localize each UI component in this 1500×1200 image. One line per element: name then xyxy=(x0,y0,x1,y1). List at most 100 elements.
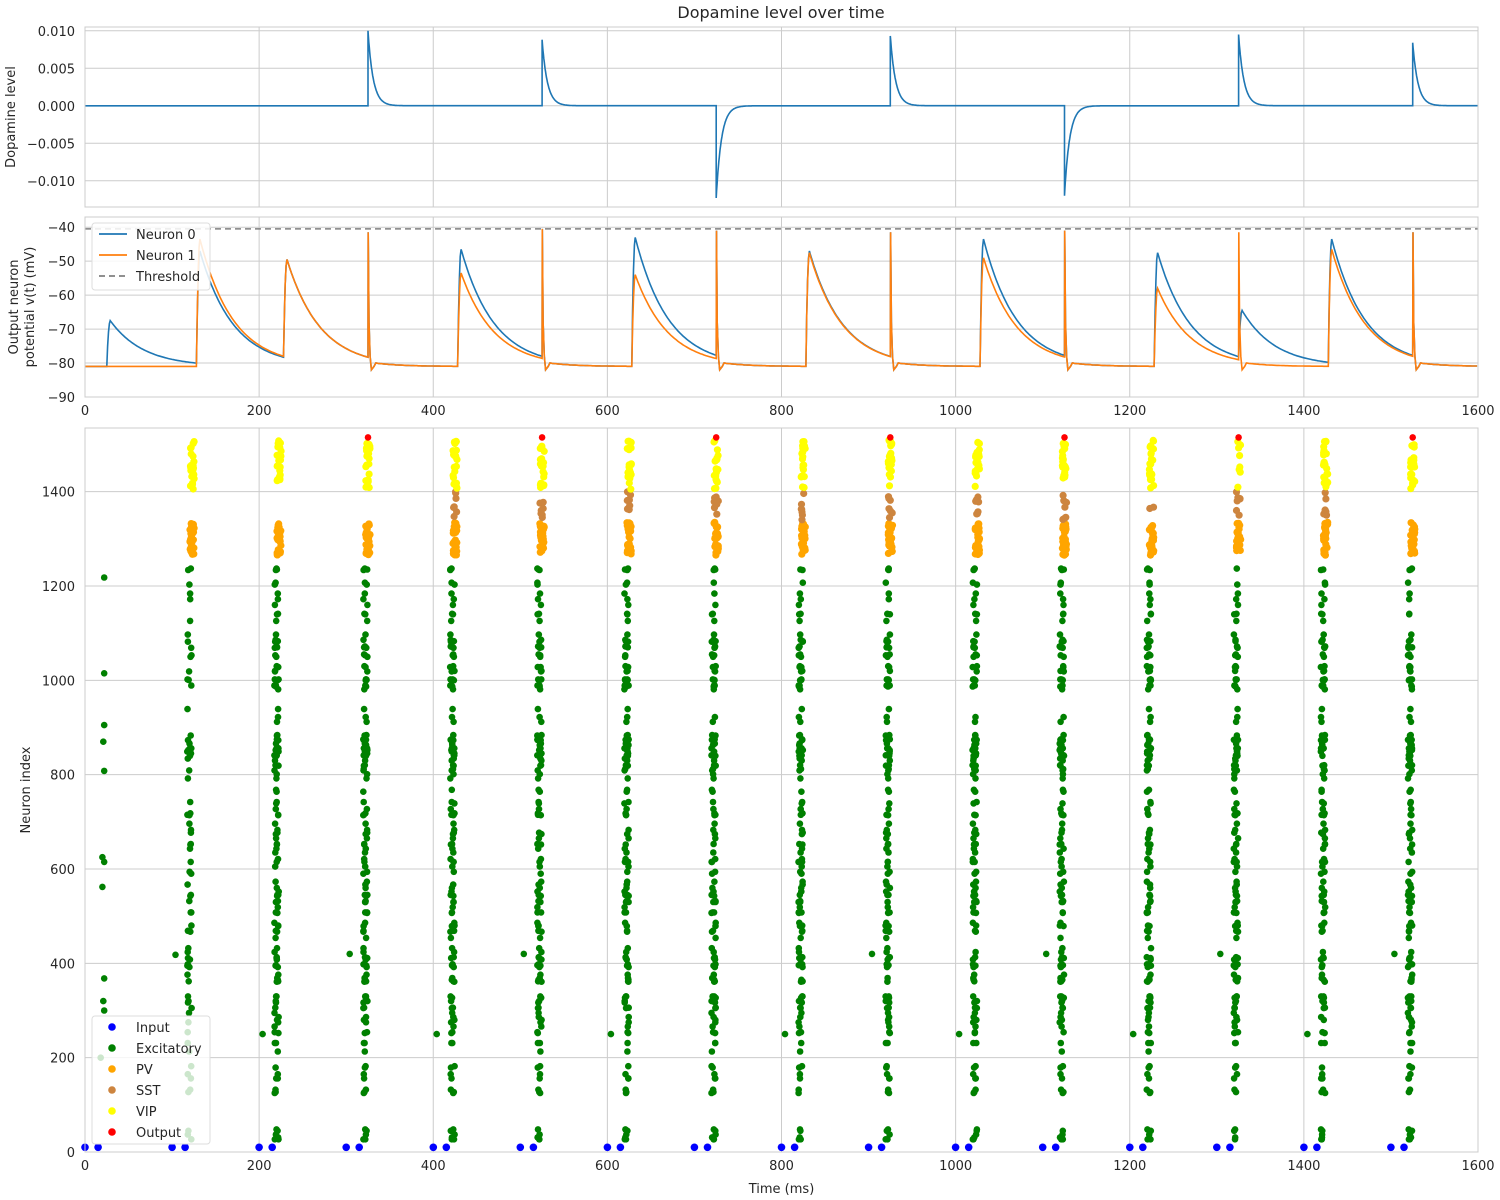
excitatory-spike xyxy=(1230,761,1238,769)
excitatory-spike xyxy=(969,993,977,1000)
output-spike xyxy=(1409,434,1416,441)
excitatory-spike xyxy=(624,750,632,757)
excitatory-spike xyxy=(623,788,630,795)
excitatory-spike xyxy=(536,617,543,625)
vip-spike xyxy=(626,474,634,482)
excitatory-spike xyxy=(271,581,279,588)
vip-spike xyxy=(801,444,809,453)
voltage-y-tick-label: −60 xyxy=(48,289,75,304)
excitatory-spike xyxy=(184,811,191,819)
pv-spike xyxy=(713,523,721,531)
excitatory-spike xyxy=(1232,1039,1239,1047)
excitatory-spike xyxy=(1405,611,1413,618)
excitatory-spike xyxy=(1318,1088,1325,1096)
excitatory-spike xyxy=(708,611,716,618)
excitatory-spike xyxy=(360,767,367,774)
excitatory-spike xyxy=(970,898,978,906)
vip-spike xyxy=(975,465,984,473)
excitatory-spike xyxy=(971,858,978,866)
excitatory-spike xyxy=(969,761,976,769)
excitatory-spike xyxy=(886,736,894,743)
legend-marker-vip xyxy=(108,1107,116,1115)
pv-spike xyxy=(1407,550,1415,558)
pv-spike xyxy=(451,536,459,544)
raster-y-tick-label: 600 xyxy=(50,863,75,878)
vip-spike xyxy=(1058,447,1066,456)
excitatory-spike xyxy=(536,863,544,870)
excitatory-spike xyxy=(271,601,279,609)
excitatory-spike xyxy=(712,752,719,760)
excitatory-spike xyxy=(622,581,630,588)
excitatory-spike xyxy=(362,676,370,683)
excitatory-spike xyxy=(1231,1004,1238,1011)
excitatory-spike xyxy=(1319,948,1327,956)
excitatory-spike xyxy=(1233,820,1241,827)
input-spike xyxy=(94,1143,102,1152)
excitatory-spike xyxy=(973,668,980,675)
excitatory-spike xyxy=(624,971,631,978)
excitatory-spike xyxy=(100,997,107,1005)
excitatory-spike xyxy=(536,898,543,906)
excitatory-spike xyxy=(187,644,195,652)
excitatory-spike xyxy=(272,805,280,813)
excitatory-spike xyxy=(450,1023,457,1030)
pv-spike xyxy=(1061,550,1070,558)
excitatory-spike xyxy=(184,881,191,888)
excitatory-spike xyxy=(710,849,717,856)
vip-spike xyxy=(1146,460,1154,468)
excitatory-spike xyxy=(273,752,280,760)
excitatory-spike xyxy=(1059,800,1066,807)
excitatory-spike xyxy=(362,934,370,942)
excitatory-spike xyxy=(709,798,717,806)
excitatory-spike xyxy=(972,750,980,757)
excitatory-spike xyxy=(1406,909,1414,917)
excitatory-spike xyxy=(272,617,280,625)
excitatory-spike xyxy=(1145,705,1153,713)
excitatory-spike xyxy=(271,767,278,774)
excitatory-spike xyxy=(1146,826,1154,834)
excitatory-spike xyxy=(884,1088,892,1096)
excitatory-spike xyxy=(1231,682,1238,689)
excitatory-spike xyxy=(955,1030,963,1038)
excitatory-spike xyxy=(1146,1088,1154,1096)
excitatory-spike xyxy=(272,1064,279,1071)
raster-y-tick-label: 1400 xyxy=(42,486,75,501)
excitatory-spike xyxy=(360,651,368,658)
excitatory-spike xyxy=(1320,761,1328,769)
excitatory-spike xyxy=(363,971,370,978)
excitatory-spike xyxy=(711,590,718,597)
excitatory-spike xyxy=(883,713,890,721)
excitatory-spike xyxy=(272,993,280,1000)
input-spike xyxy=(877,1143,886,1152)
input-spike xyxy=(864,1143,873,1152)
excitatory-spike xyxy=(534,1039,542,1047)
vip-spike xyxy=(1320,447,1328,455)
legend-marker-input xyxy=(108,1023,116,1031)
dopamine-line xyxy=(85,30,1478,199)
excitatory-spike xyxy=(710,948,717,956)
excitatory-spike xyxy=(274,903,282,911)
input-spike xyxy=(342,1143,351,1152)
excitatory-spike xyxy=(535,835,543,842)
excitatory-spike xyxy=(971,595,978,603)
excitatory-spike xyxy=(885,805,892,813)
excitatory-spike xyxy=(536,934,544,942)
excitatory-spike xyxy=(271,948,278,956)
excitatory-spike xyxy=(362,898,369,906)
excitatory-spike xyxy=(797,1127,804,1135)
pv-spike xyxy=(974,533,982,542)
excitatory-spike xyxy=(972,736,980,743)
excitatory-spike xyxy=(969,820,977,827)
vip-spike xyxy=(540,470,548,478)
excitatory-spike xyxy=(275,971,282,978)
excitatory-spike xyxy=(625,682,632,689)
dopamine-y-tick-label: 0.000 xyxy=(38,100,75,115)
excitatory-spike xyxy=(448,922,456,930)
excitatory-spike xyxy=(798,870,805,877)
vip-spike xyxy=(1324,470,1332,478)
excitatory-spike xyxy=(883,1070,891,1078)
excitatory-spike xyxy=(1147,663,1154,671)
excitatory-spike xyxy=(798,858,806,866)
excitatory-spike xyxy=(1233,1016,1241,1024)
excitatory-spike xyxy=(884,962,892,969)
